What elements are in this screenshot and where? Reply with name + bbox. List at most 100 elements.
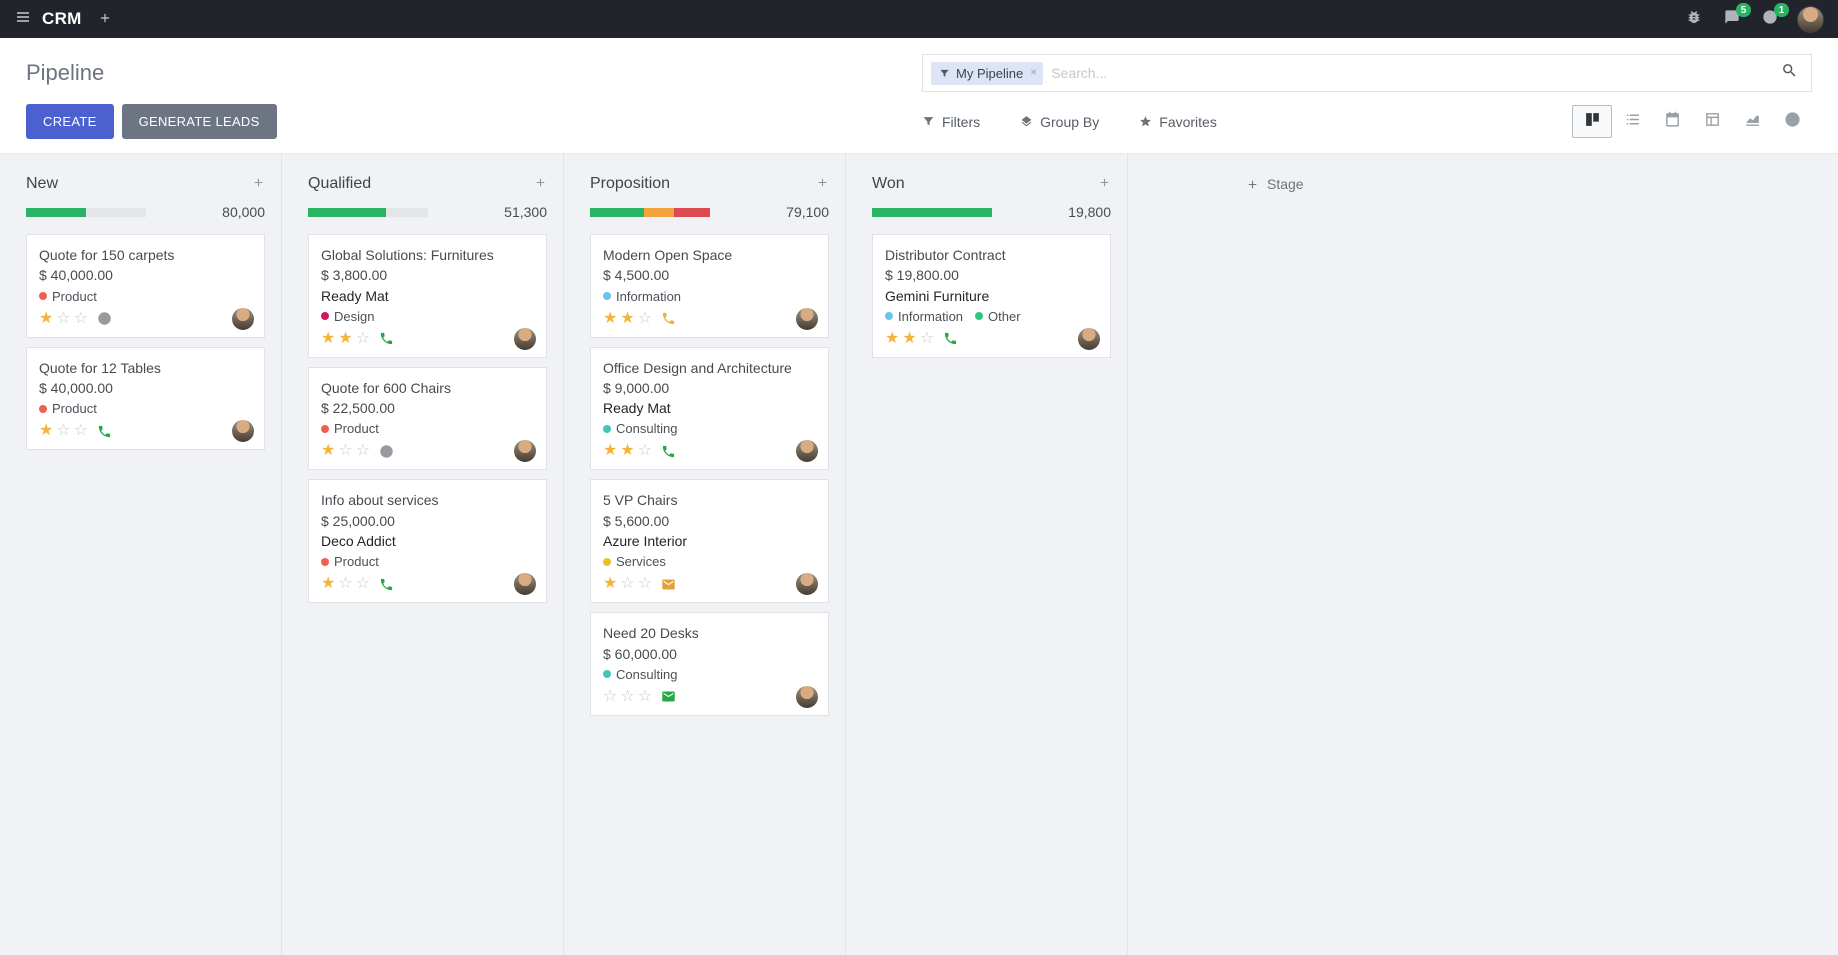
star-empty-icon[interactable]: ☆ <box>73 309 89 327</box>
favorites-menu-button[interactable]: Favorites <box>1139 114 1217 130</box>
phone-icon[interactable] <box>661 444 676 459</box>
graph-view-button[interactable] <box>1732 105 1772 138</box>
user-avatar[interactable] <box>1797 5 1824 33</box>
star-empty-icon[interactable]: ☆ <box>56 422 71 440</box>
star-filled-icon[interactable]: ★ <box>321 575 336 593</box>
priority-stars[interactable]: ★ ☆ ☆ <box>39 309 89 327</box>
calendar-view-button[interactable] <box>1652 105 1692 138</box>
star-empty-icon[interactable]: ☆ <box>637 687 653 705</box>
generate-leads-button[interactable]: GENERATE LEADS <box>121 104 277 139</box>
priority-stars[interactable]: ★ ☆ ☆ <box>39 423 88 439</box>
envelope-icon[interactable] <box>661 577 676 592</box>
progress-segment[interactable] <box>590 207 644 217</box>
group-by-menu-button[interactable]: Group By <box>1020 114 1099 130</box>
star-filled-icon[interactable]: ★ <box>603 575 618 593</box>
create-button[interactable]: CREATE <box>26 104 114 139</box>
star-filled-icon[interactable]: ★ <box>321 329 336 347</box>
close-icon[interactable]: × <box>1030 64 1038 79</box>
priority-stars[interactable]: ★ ★ ☆ <box>603 309 653 327</box>
column-title[interactable]: Proposition <box>590 175 671 192</box>
avatar[interactable] <box>1078 327 1100 350</box>
star-empty-icon[interactable]: ☆ <box>73 422 89 440</box>
lead-title[interactable]: Global Solutions: Furnitures <box>321 247 494 263</box>
kanban-card[interactable]: Distributor Contract $ 19,800.00 Gemini … <box>872 234 1111 358</box>
avatar[interactable] <box>232 307 254 330</box>
star-empty-icon[interactable]: ☆ <box>56 309 71 327</box>
lead-title[interactable]: Modern Open Space <box>603 247 733 263</box>
add-stage-button[interactable]: Stage <box>1246 172 1304 196</box>
search-input[interactable] <box>1051 65 1771 81</box>
add-card-button[interactable] <box>252 176 265 192</box>
progress-segment[interactable] <box>308 207 386 217</box>
star-filled-icon[interactable]: ★ <box>603 442 618 460</box>
star-empty-icon[interactable]: ☆ <box>620 575 635 593</box>
lead-title[interactable]: Info about services <box>321 492 439 509</box>
column-progressbar[interactable] <box>26 207 146 217</box>
column-progressbar[interactable] <box>872 207 992 217</box>
star-filled-icon[interactable]: ★ <box>885 329 900 347</box>
column-title[interactable]: New <box>26 175 59 192</box>
kanban-view-button[interactable] <box>1572 105 1612 138</box>
star-filled-icon[interactable]: ★ <box>338 329 353 347</box>
progress-segment[interactable] <box>644 207 674 217</box>
list-view-button[interactable] <box>1612 105 1652 138</box>
kanban-card[interactable]: Quote for 600 Chairs $ 22,500.00 Product… <box>308 366 547 471</box>
lead-title[interactable]: Quote for 600 Chairs <box>321 379 451 396</box>
clock-icon[interactable] <box>97 311 112 326</box>
lead-title[interactable]: Distributor Contract <box>885 247 1006 263</box>
avatar[interactable] <box>796 573 818 596</box>
star-filled-icon[interactable]: ★ <box>620 442 635 460</box>
messages-button[interactable]: 5 <box>1713 0 1751 38</box>
clock-icon[interactable] <box>379 444 394 459</box>
star-empty-icon[interactable]: ☆ <box>637 309 653 327</box>
star-empty-icon[interactable]: ☆ <box>338 575 353 593</box>
progress-segment[interactable] <box>872 207 992 217</box>
activities-button[interactable]: 1 <box>1751 0 1789 38</box>
kanban-card[interactable]: Modern Open Space $ 4,500.00 Information… <box>590 234 829 338</box>
kanban-card[interactable]: Office Design and Architecture $ 9,000.0… <box>590 346 829 471</box>
star-filled-icon[interactable]: ★ <box>603 309 618 327</box>
avatar[interactable] <box>796 307 818 330</box>
avatar[interactable] <box>514 327 536 350</box>
star-empty-icon[interactable]: ☆ <box>919 329 935 347</box>
phone-icon[interactable] <box>97 424 112 439</box>
star-filled-icon[interactable]: ★ <box>620 309 635 327</box>
add-menu-button[interactable] <box>88 0 122 38</box>
priority-stars[interactable]: ★ ☆ ☆ <box>321 576 370 592</box>
avatar[interactable] <box>796 440 818 463</box>
star-empty-icon[interactable]: ☆ <box>355 575 371 593</box>
kanban-card[interactable]: Global Solutions: Furnitures $ 3,800.00 … <box>308 234 547 358</box>
lead-title[interactable]: Quote for 12 Tables <box>39 359 161 376</box>
avatar[interactable] <box>796 685 818 708</box>
star-empty-icon[interactable]: ☆ <box>603 687 618 705</box>
star-filled-icon[interactable]: ★ <box>39 422 54 440</box>
star-empty-icon[interactable]: ☆ <box>637 575 653 593</box>
search-button[interactable] <box>1771 56 1807 90</box>
phone-icon[interactable] <box>379 331 394 346</box>
column-title[interactable]: Qualified <box>308 175 372 192</box>
search-bar[interactable]: My Pipeline × <box>922 54 1812 92</box>
add-card-button[interactable] <box>1098 176 1111 192</box>
lead-title[interactable]: Need 20 Desks <box>603 625 699 642</box>
kanban-card[interactable]: Need 20 Desks $ 60,000.00 Consulting ☆ ☆ ☆ <box>590 612 829 716</box>
avatar[interactable] <box>232 420 254 443</box>
app-name[interactable]: CRM <box>42 9 82 28</box>
activity-view-button[interactable] <box>1772 105 1812 138</box>
column-title[interactable]: Won <box>872 175 905 192</box>
priority-stars[interactable]: ★ ☆ ☆ <box>321 443 370 459</box>
priority-stars[interactable]: ★ ★ ☆ <box>603 443 652 459</box>
debug-button[interactable] <box>1675 0 1713 38</box>
search-facet[interactable]: My Pipeline × <box>931 61 1044 85</box>
star-filled-icon[interactable]: ★ <box>902 329 917 347</box>
apps-menu-button[interactable] <box>6 0 40 38</box>
star-empty-icon[interactable]: ☆ <box>338 442 353 460</box>
star-filled-icon[interactable]: ★ <box>321 442 336 460</box>
phone-icon[interactable] <box>661 311 676 326</box>
progress-segment[interactable] <box>26 207 86 217</box>
column-progressbar[interactable] <box>308 207 428 217</box>
kanban-card[interactable]: Info about services $ 25,000.00 Deco Add… <box>308 479 547 604</box>
priority-stars[interactable]: ★ ☆ ☆ <box>603 576 652 592</box>
phone-icon[interactable] <box>943 331 958 346</box>
kanban-card[interactable]: Quote for 12 Tables $ 40,000.00 Product … <box>26 346 265 451</box>
kanban-card[interactable]: Quote for 150 carpets $ 40,000.00 Produc… <box>26 234 265 338</box>
